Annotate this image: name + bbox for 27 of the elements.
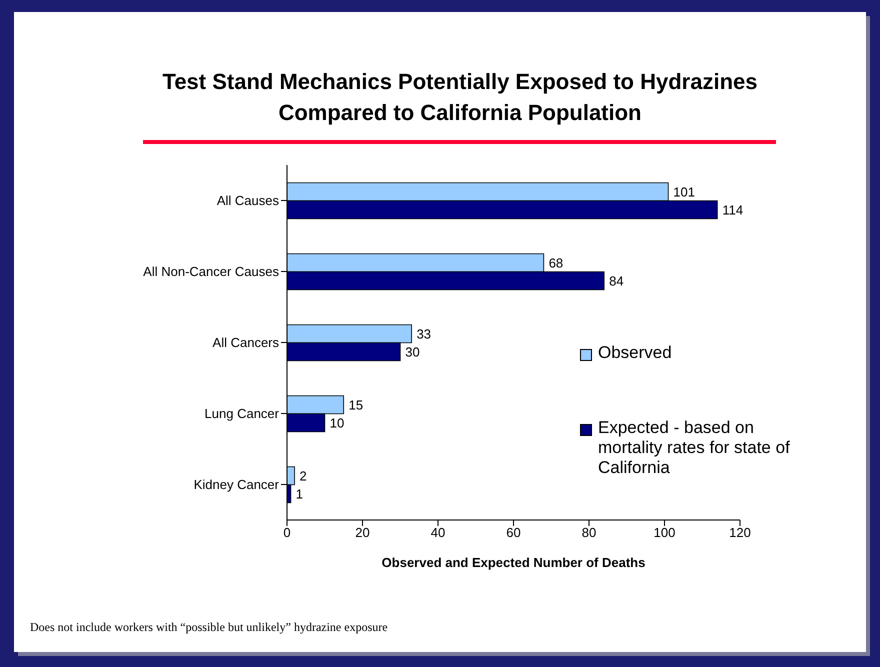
data-label: 30	[405, 344, 420, 360]
y-tick-label: All Non-Cancer Causes	[143, 264, 280, 280]
data-label: 2	[300, 468, 307, 484]
x-tick-label: 60	[506, 525, 521, 540]
x-tick-label: 0	[283, 525, 291, 540]
data-label: 84	[609, 273, 624, 288]
data-label: 101	[673, 184, 695, 200]
data-label: 15	[348, 397, 364, 412]
x-tick-label: 40	[430, 525, 446, 540]
x-axis-title: Observed and Expected Number of Deaths	[382, 555, 646, 570]
y-tick-label: All Causes	[216, 193, 280, 208]
x-tick-label: 120	[729, 525, 751, 540]
data-label: 68	[548, 255, 564, 270]
y-tick-label: Lung Cancer	[204, 406, 280, 422]
x-tick-label: 100	[654, 525, 676, 540]
x-tick-label: 20	[355, 525, 370, 540]
y-tick-label: All Cancers	[212, 335, 280, 350]
data-label: 33	[416, 326, 432, 342]
legend-label: Expected - based on mortality rates for state of California	[598, 418, 790, 478]
data-label: 1	[296, 486, 304, 502]
data-label: 10	[330, 415, 344, 430]
legend-label: Observed	[598, 343, 672, 363]
data-label: 114	[722, 202, 744, 218]
text: Does not include workers with “possible but unlikely” hydrazine exposure	[30, 620, 388, 635]
y-tick-label: Kidney Cancer	[194, 477, 280, 492]
chart-title: Test Stand Mechanics Potentially Exposed to Hydrazines Compared to California Population	[162, 68, 758, 127]
x-tick-label: 80	[582, 525, 596, 540]
